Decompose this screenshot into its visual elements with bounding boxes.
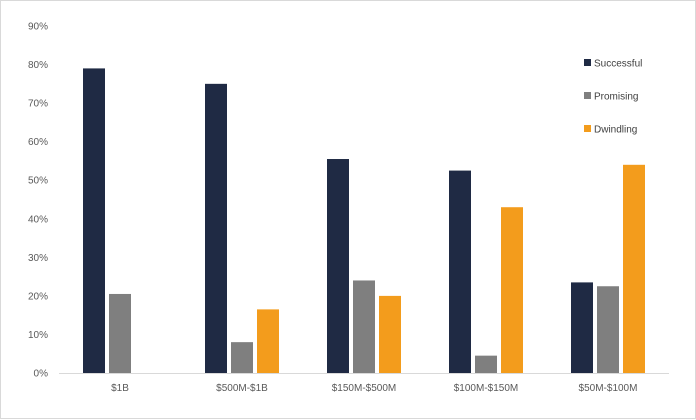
y-tick-label: 70% bbox=[28, 99, 48, 110]
bar-successful-4 bbox=[571, 282, 593, 373]
bar-promising-0 bbox=[109, 293, 131, 373]
bar-promising-3 bbox=[475, 355, 497, 373]
legend-label-dwindling: Dwindling bbox=[594, 125, 637, 136]
x-tick-label: $1B bbox=[111, 383, 129, 394]
bars bbox=[83, 68, 645, 374]
bar-successful-1 bbox=[205, 83, 227, 373]
y-tick-label: 0% bbox=[34, 369, 49, 380]
bar-promising-4 bbox=[597, 286, 619, 373]
y-tick-label: 10% bbox=[28, 330, 48, 341]
legend-swatch-successful bbox=[584, 59, 591, 66]
y-tick-label: 80% bbox=[28, 60, 48, 71]
y-tick-label: 20% bbox=[28, 291, 48, 302]
x-tick-label: $50M-$100M bbox=[579, 383, 638, 394]
legend-label-successful: Successful bbox=[594, 59, 642, 70]
x-tick-label: $150M-$500M bbox=[332, 383, 396, 394]
legend: Successful Promising Dwindling bbox=[584, 59, 642, 136]
bar-successful-0 bbox=[83, 68, 105, 374]
bar-dwindling-3 bbox=[501, 207, 523, 373]
y-tick-label: 30% bbox=[28, 253, 48, 264]
bar-successful-2 bbox=[327, 159, 349, 373]
y-tick-label: 40% bbox=[28, 214, 48, 225]
x-tick-label: $100M-$150M bbox=[454, 383, 518, 394]
x-tick-label: $500M-$1B bbox=[216, 383, 268, 394]
bar-promising-2 bbox=[353, 280, 375, 373]
bar-dwindling-1 bbox=[257, 309, 279, 373]
legend-label-promising: Promising bbox=[594, 92, 638, 103]
bar-dwindling-4 bbox=[623, 164, 645, 373]
y-tick-label: 50% bbox=[28, 176, 48, 187]
legend-swatch-promising bbox=[584, 92, 591, 99]
bar-dwindling-2 bbox=[379, 295, 401, 373]
x-axis-ticks: $1B $500M-$1B $150M-$500M $100M-$150M $50M-$… bbox=[111, 383, 637, 394]
y-axis-ticks: 0% 10% 20% 30% 40% 50% 60% 70% 80% 90% bbox=[28, 22, 48, 380]
legend-swatch-dwindling bbox=[584, 125, 591, 132]
bar-successful-3 bbox=[449, 170, 471, 373]
y-tick-label: 90% bbox=[28, 22, 48, 33]
y-tick-label: 60% bbox=[28, 137, 48, 148]
bar-promising-1 bbox=[231, 342, 253, 373]
